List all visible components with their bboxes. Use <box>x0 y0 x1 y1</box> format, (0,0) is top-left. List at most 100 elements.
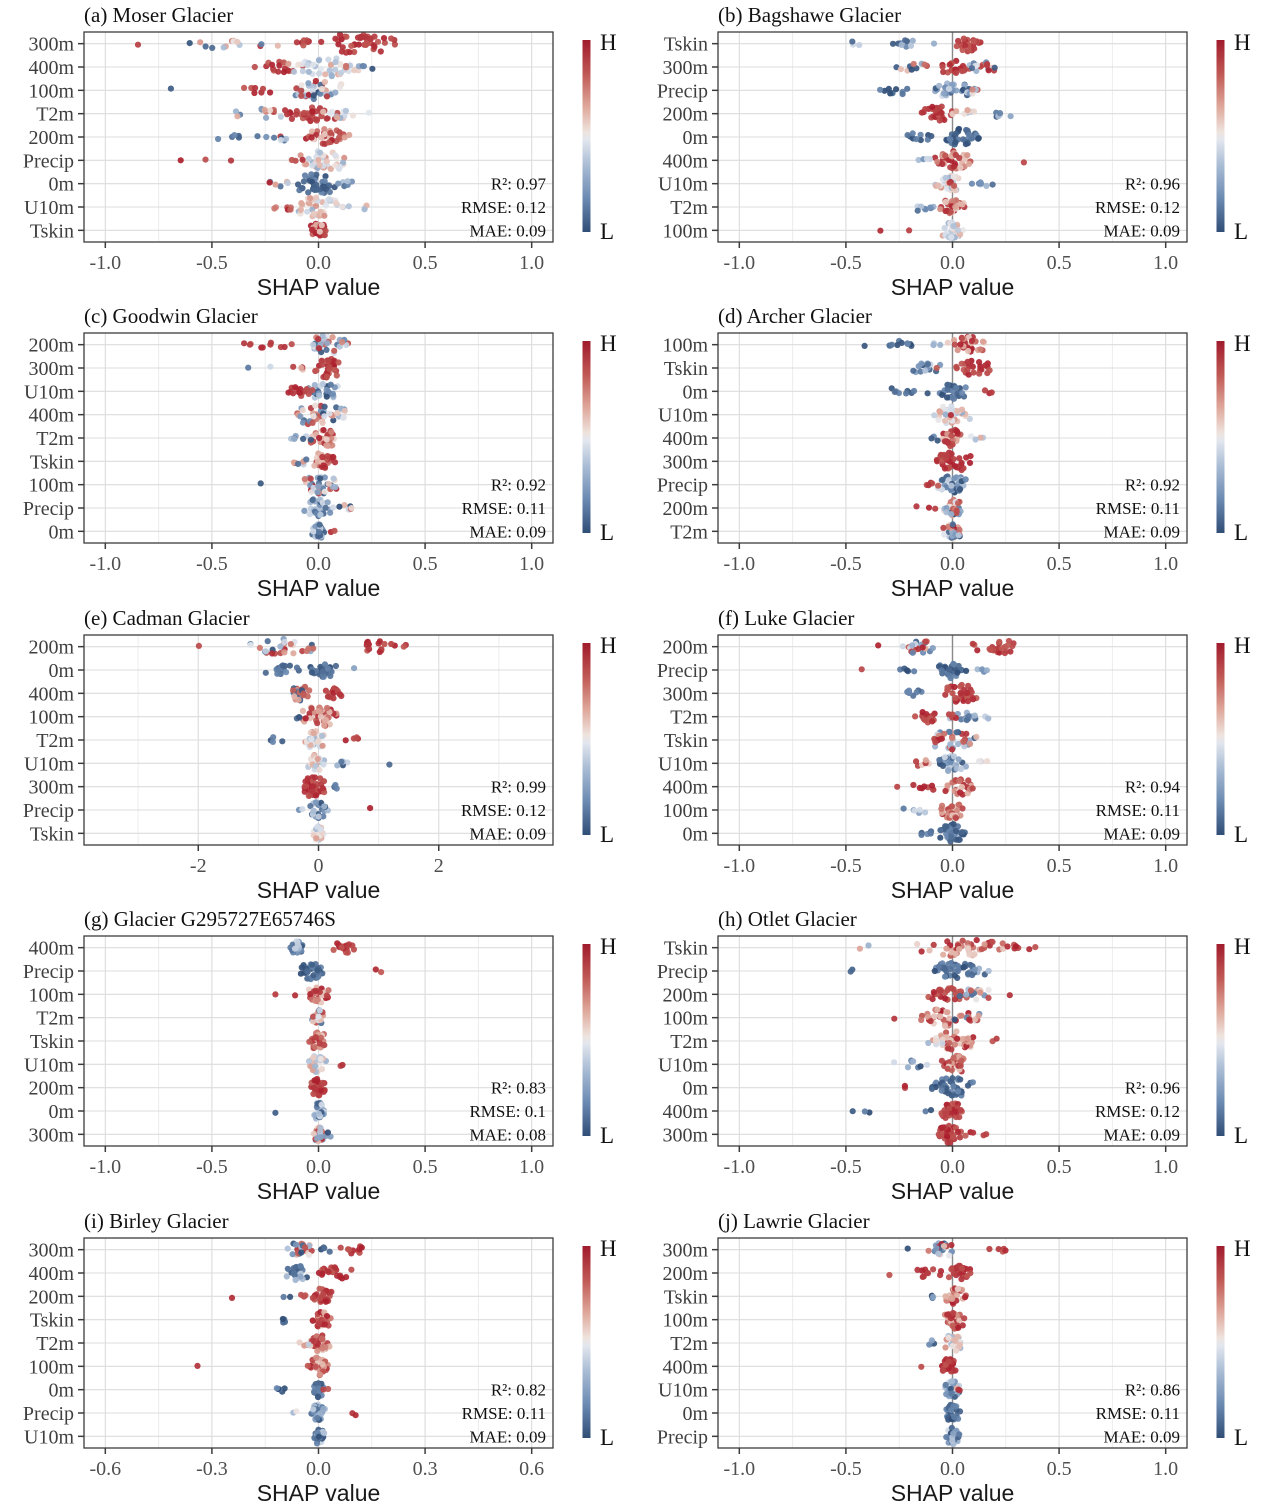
data-point <box>330 358 337 365</box>
data-point <box>323 1312 331 1319</box>
data-point <box>953 428 960 435</box>
data-point <box>956 777 963 784</box>
panel-d: 100m Tskin 0m U10m 400m 300m Precip 200m T2m -1.0… <box>634 301 1269 602</box>
data-point <box>937 826 944 834</box>
data-point <box>1009 642 1016 649</box>
data-point <box>345 203 352 210</box>
data-point <box>360 63 367 70</box>
data-point <box>941 973 949 980</box>
data-point <box>925 1247 932 1254</box>
data-point <box>306 1038 313 1046</box>
data-point <box>893 86 900 93</box>
y-tick-label: U10m <box>24 1426 74 1448</box>
data-point <box>279 737 286 745</box>
r2-value: R²: 0.92 <box>491 476 546 495</box>
data-point <box>903 43 910 50</box>
data-point <box>319 499 326 507</box>
y-tick-label: 200m <box>28 335 74 357</box>
data-point <box>327 110 334 117</box>
data-point <box>295 696 302 703</box>
data-point <box>1004 943 1011 950</box>
data-point <box>315 483 322 490</box>
y-tick-label: 200m <box>28 127 74 149</box>
data-point <box>315 1110 322 1118</box>
data-point <box>973 937 980 944</box>
data-point <box>177 157 184 164</box>
y-tick-label: Tskin <box>664 1286 708 1308</box>
data-point <box>312 1034 319 1041</box>
y-tick-label: 200m <box>28 1286 74 1308</box>
y-tick-label: U10m <box>24 1055 74 1077</box>
data-point <box>985 715 992 722</box>
panel-h: Tskin Precip 200m 100m T2m U10m 0m 400m 300m -1.0… <box>634 904 1269 1205</box>
mae-value: MAE: 0.09 <box>470 221 547 240</box>
data-point <box>307 741 314 749</box>
data-point <box>961 743 968 750</box>
data-point <box>299 156 306 163</box>
data-point <box>947 674 954 682</box>
data-point <box>939 1040 946 1047</box>
data-point <box>331 528 338 535</box>
data-point <box>246 341 253 349</box>
data-point <box>969 86 976 93</box>
data-point <box>936 1132 944 1139</box>
data-point <box>936 82 943 89</box>
y-tick-label: Tskin <box>30 1309 74 1331</box>
data-point <box>339 1274 346 1282</box>
y-tick-label: 0m <box>682 1403 708 1425</box>
data-point <box>939 1367 947 1374</box>
data-point <box>984 61 991 68</box>
y-tick-label: 100m <box>662 1309 708 1331</box>
data-point <box>319 667 326 675</box>
data-point <box>316 392 323 400</box>
data-point <box>936 756 943 763</box>
data-point <box>326 196 333 203</box>
data-point <box>941 531 948 538</box>
panel-g-svg: 400mPrecip100mT2mTskinU10m200m0m300m-1.0… <box>23 907 617 1204</box>
points-layer <box>849 35 1027 242</box>
y-tick-label: 300m <box>28 358 74 380</box>
data-point <box>305 1251 313 1258</box>
data-point <box>311 382 318 389</box>
data-point <box>266 107 274 114</box>
y-tick-label: 300m <box>662 452 708 474</box>
data-point <box>856 945 863 952</box>
data-point <box>954 1088 961 1095</box>
data-point <box>321 1320 328 1328</box>
data-point <box>949 1322 956 1329</box>
data-point <box>937 206 944 213</box>
data-point <box>319 420 326 427</box>
data-point <box>301 508 308 515</box>
data-point <box>903 390 910 397</box>
data-point <box>965 371 972 379</box>
y-tick-label: 300m <box>28 34 74 56</box>
x-axis: -1.0 -0.5 0.0 0.5 1.0 <box>89 1146 544 1178</box>
data-point <box>953 836 960 843</box>
data-point <box>315 1384 322 1392</box>
x-tick-label: -0.5 <box>830 1156 862 1178</box>
data-point <box>976 370 983 378</box>
data-point <box>309 162 316 169</box>
data-point <box>922 638 929 645</box>
data-point <box>947 1406 955 1413</box>
y-tick-label: T2m <box>36 730 74 752</box>
data-point <box>971 712 978 719</box>
data-point <box>964 1272 971 1279</box>
y-tick-label: 0m <box>682 823 708 845</box>
data-point <box>965 777 972 784</box>
data-point <box>318 1066 326 1073</box>
data-point <box>1020 159 1027 166</box>
y-tick-label: T2m <box>670 197 708 219</box>
data-point <box>948 198 956 205</box>
data-point <box>317 1056 324 1063</box>
y-tick-label: Precip <box>23 150 74 172</box>
data-point <box>947 740 954 748</box>
data-point <box>308 736 315 743</box>
r2-value: R²: 0.99 <box>491 777 546 796</box>
data-point <box>937 409 944 416</box>
data-point <box>285 389 292 397</box>
rmse-value: RMSE: 0.12 <box>1095 198 1180 217</box>
stats-block: R²: 0.99 RMSE: 0.12 MAE: 0.09 <box>461 777 546 843</box>
data-point <box>310 210 317 217</box>
data-point <box>318 222 325 229</box>
